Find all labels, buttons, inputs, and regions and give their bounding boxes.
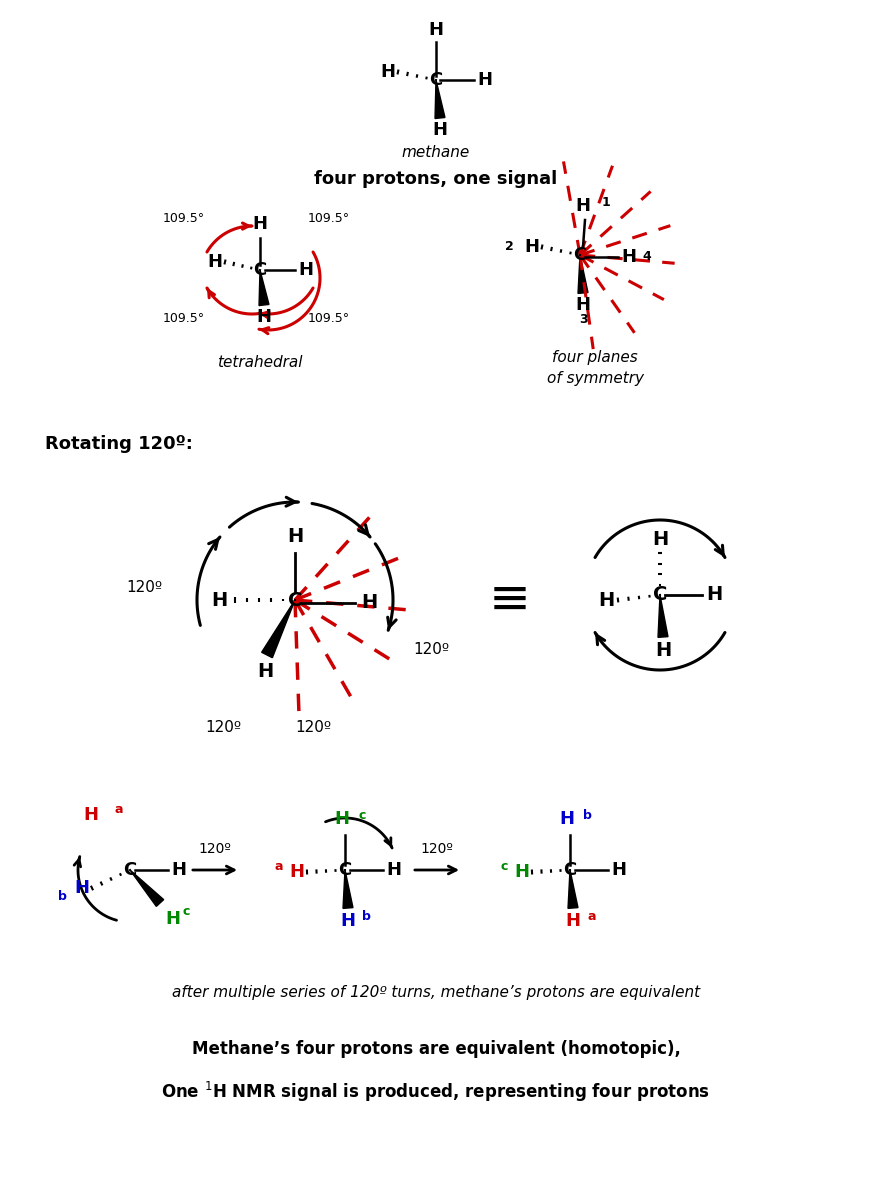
Text: H: H [706, 585, 722, 604]
Text: H: H [257, 661, 273, 681]
Text: b: b [58, 890, 67, 903]
Text: b: b [583, 810, 592, 821]
Text: H: H [433, 121, 447, 139]
Text: H: H [253, 215, 268, 233]
Text: after multiple series of 120º turns, methane’s protons are equivalent: after multiple series of 120º turns, met… [172, 985, 700, 1001]
Text: H: H [524, 238, 539, 256]
Polygon shape [130, 870, 164, 906]
Polygon shape [435, 80, 445, 118]
Text: One $^{1}$H NMR signal is produced, representing four protons: One $^{1}$H NMR signal is produced, repr… [161, 1081, 711, 1104]
Text: H: H [652, 530, 668, 549]
Text: C: C [563, 861, 576, 879]
Text: c: c [358, 810, 365, 821]
Text: H: H [287, 527, 303, 546]
Text: a: a [275, 860, 283, 873]
Polygon shape [658, 595, 668, 638]
Text: H: H [256, 308, 271, 326]
Text: four protons, one signal: four protons, one signal [315, 170, 557, 187]
Text: C: C [254, 261, 267, 279]
Text: 2: 2 [505, 240, 514, 253]
Text: H: H [611, 861, 626, 879]
Text: H: H [335, 810, 350, 827]
Text: H: H [386, 861, 401, 879]
Text: 120º: 120º [420, 842, 453, 856]
Text: H: H [289, 863, 304, 881]
Text: H: H [576, 296, 590, 314]
Text: 1: 1 [602, 196, 610, 209]
Polygon shape [343, 870, 353, 909]
Polygon shape [578, 256, 588, 294]
Polygon shape [259, 270, 269, 306]
Text: H: H [171, 861, 186, 879]
Text: H: H [340, 912, 356, 930]
Text: 4: 4 [642, 251, 651, 264]
Text: H: H [428, 21, 444, 39]
Text: H: H [298, 261, 313, 279]
Text: 109.5°: 109.5° [308, 312, 351, 325]
Text: 120º: 120º [126, 580, 162, 596]
Text: a: a [587, 910, 596, 923]
Text: H: H [207, 253, 222, 271]
Text: 109.5°: 109.5° [163, 312, 205, 325]
Text: 120º: 120º [413, 642, 449, 658]
Text: C: C [429, 70, 443, 90]
Text: 109.5°: 109.5° [308, 211, 351, 224]
Text: H: H [621, 248, 636, 266]
Text: H: H [361, 593, 378, 613]
Text: 120º: 120º [205, 720, 241, 736]
Text: Rotating 120º:: Rotating 120º: [45, 435, 193, 453]
Text: H: H [380, 63, 395, 81]
Text: c: c [182, 905, 189, 918]
Text: 120º: 120º [199, 842, 231, 856]
Text: C: C [653, 585, 667, 604]
Text: H: H [477, 70, 492, 90]
Text: 3: 3 [579, 313, 588, 326]
Polygon shape [262, 601, 295, 658]
Text: H: H [597, 591, 614, 609]
Text: C: C [338, 861, 351, 879]
Text: H: H [560, 810, 575, 827]
Text: H: H [576, 197, 590, 215]
Text: 109.5°: 109.5° [163, 211, 205, 224]
Polygon shape [568, 870, 578, 909]
Text: H: H [83, 806, 98, 824]
Text: Methane’s four protons are equivalent (homotopic),: Methane’s four protons are equivalent (h… [192, 1040, 680, 1058]
Text: H: H [655, 641, 671, 660]
Text: H: H [165, 910, 180, 928]
Text: ≡: ≡ [489, 576, 531, 624]
Text: b: b [362, 910, 371, 923]
Text: H: H [211, 591, 227, 609]
Text: tetrahedral: tetrahedral [217, 355, 303, 370]
Text: H: H [74, 879, 89, 897]
Text: C: C [574, 246, 587, 264]
Text: C: C [288, 591, 303, 609]
Text: 120º: 120º [295, 720, 331, 736]
Text: C: C [123, 861, 137, 879]
Text: four planes
of symmetry: four planes of symmetry [547, 350, 644, 386]
Text: H: H [514, 863, 529, 881]
Text: H: H [566, 912, 581, 930]
Text: c: c [501, 860, 508, 873]
Text: methane: methane [402, 144, 470, 160]
Text: a: a [114, 804, 122, 816]
